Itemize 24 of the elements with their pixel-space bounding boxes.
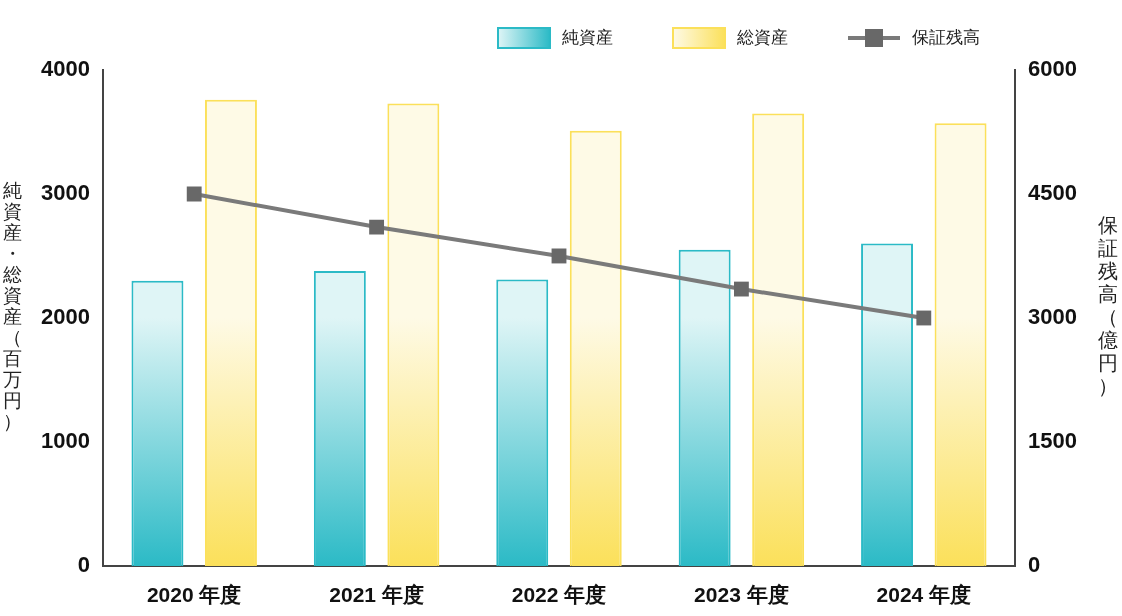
legend-label: 保証残高 xyxy=(912,27,980,48)
point xyxy=(186,186,202,202)
legend-label: 総資産 xyxy=(736,27,788,48)
point xyxy=(733,281,749,297)
y-tick-label: 2000 xyxy=(41,304,90,330)
y-tick-label: 4000 xyxy=(41,56,90,82)
x-tick-label: 2020 年度 xyxy=(146,583,242,607)
legend-label: 純資産 xyxy=(562,27,613,48)
x-tick-label: 2022 年度 xyxy=(511,583,607,607)
y2-tick-label: 0 xyxy=(1028,552,1041,578)
x-tick-label: 2023 年度 xyxy=(694,583,789,607)
y2-tick-label: 6000 xyxy=(1028,56,1077,82)
y-tick-label: 3000 xyxy=(41,180,90,206)
x-tick-label: 2021 年度 xyxy=(329,583,424,607)
y-tick-label: 0 xyxy=(77,552,90,578)
point xyxy=(916,310,932,326)
x-tick-label: 2024 年度 xyxy=(876,583,972,607)
y2-tick-label: 3000 xyxy=(1028,304,1077,330)
text: 純資産・総資産（百万円） xyxy=(2,179,22,432)
y2-tick-label: 4500 xyxy=(1028,180,1077,206)
y-tick-label: 1000 xyxy=(41,428,90,454)
y2-axis-title: 保証残高（億円） xyxy=(1097,213,1119,398)
y2-tick-label: 1500 xyxy=(1028,428,1077,454)
point xyxy=(369,219,385,235)
